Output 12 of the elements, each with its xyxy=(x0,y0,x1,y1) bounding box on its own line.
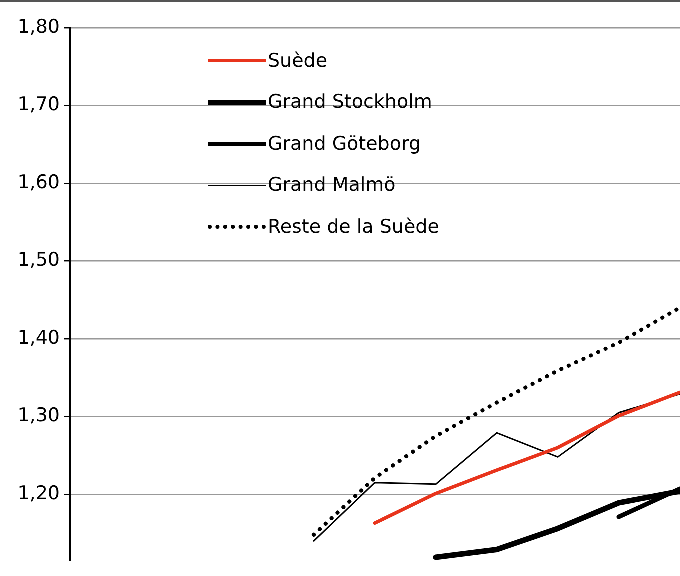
legend-label: Grand Stockholm xyxy=(268,91,432,114)
y-tick-label: 1,40 xyxy=(18,326,60,349)
legend-label: Grand Göteborg xyxy=(268,132,422,155)
y-tick-label: 1,50 xyxy=(18,249,60,272)
legend-label: Reste de la Suède xyxy=(268,216,440,238)
legend-label: Suède xyxy=(268,50,328,72)
legend-label: Grand Malmö xyxy=(268,174,396,196)
y-tick-label: 1,60 xyxy=(18,171,60,194)
y-tick-label: 1,80 xyxy=(18,16,60,38)
y-tick-label: 1,20 xyxy=(18,482,60,504)
y-tick-label: 1,70 xyxy=(18,94,60,116)
y-tick-label: 1,30 xyxy=(18,404,60,427)
